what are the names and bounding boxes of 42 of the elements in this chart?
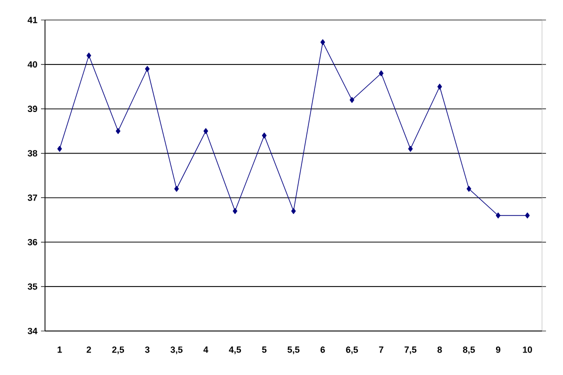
point — [262, 132, 267, 138]
x-tick-label: 9 — [496, 346, 500, 353]
x-tick-label: 7,5 — [404, 346, 416, 354]
y-tick-label: 34 — [28, 328, 38, 334]
x-tick-label: 8 — [437, 346, 442, 353]
point — [496, 212, 500, 218]
point — [232, 208, 238, 214]
x-tick-label: 5,5 — [288, 346, 300, 354]
x-tick-label: 2 — [86, 346, 91, 353]
point — [350, 97, 354, 103]
y-tick-label: 37 — [28, 194, 38, 201]
point — [57, 146, 62, 152]
y-tick-label: 41 — [28, 16, 38, 24]
y-tick-label: 36 — [28, 238, 38, 246]
y-tick-label: 39 — [28, 106, 38, 112]
point — [291, 208, 296, 214]
x-tick-label: 2,5 — [112, 346, 124, 354]
point — [204, 128, 208, 134]
x-tick-label: 8,5 — [462, 346, 475, 354]
point — [437, 84, 442, 90]
x-tick-label: 6 — [320, 346, 325, 353]
point — [320, 39, 326, 46]
point — [145, 66, 150, 72]
point — [466, 186, 472, 192]
y-tick-label: 35 — [28, 283, 38, 290]
x-tick-label: 7 — [379, 346, 384, 353]
y-tick-label: 40 — [28, 61, 38, 68]
x-tick-label: 3,5 — [170, 346, 183, 354]
x-tick-label: 6,5 — [346, 346, 358, 354]
x-tick-label: 5 — [262, 346, 267, 353]
y-tick-label: 38 — [28, 150, 38, 156]
point — [525, 212, 530, 218]
x-tick-label: 1 — [58, 346, 62, 353]
x-tick-label: 10 — [522, 346, 532, 353]
point — [116, 128, 120, 134]
point — [174, 186, 179, 192]
x-tick-label: 4,5 — [228, 346, 242, 354]
point — [408, 146, 413, 152]
x-tick-label: 4 — [203, 346, 208, 353]
point — [378, 70, 384, 76]
point — [86, 52, 92, 58]
x-tick-label: 3 — [145, 346, 150, 353]
